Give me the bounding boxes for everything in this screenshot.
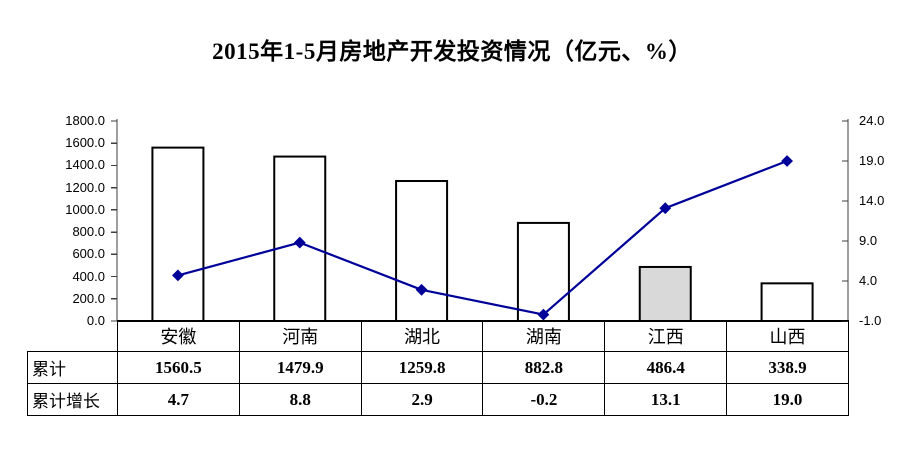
category-label-3: 湖南: [482, 320, 606, 352]
value-cell-1-5: 19.0: [726, 383, 849, 416]
bar-2: [395, 180, 449, 322]
bar-4: [638, 265, 692, 323]
value-cell-0-1: 1479.9: [238, 351, 362, 384]
value-cell-0-2: 1259.8: [360, 351, 484, 384]
value-cell-0-0: 1560.5: [117, 351, 240, 384]
diamond-marker-0: [172, 269, 184, 282]
table-corner-cell: [27, 320, 118, 352]
diamond-marker-1: [293, 236, 306, 249]
row-header-1: 累计增长: [27, 383, 118, 416]
diamond-marker-2: [415, 283, 428, 296]
category-label-4: 江西: [604, 320, 728, 352]
growth-line: [176, 159, 789, 316]
bar-3: [516, 221, 570, 323]
diamond-marker-5: [781, 155, 793, 167]
category-label-2: 湖北: [360, 320, 484, 352]
category-label-5: 山西: [726, 320, 849, 352]
diamond-marker-3: [537, 308, 550, 321]
value-cell-1-3: -0.2: [482, 383, 606, 416]
value-cell-0-5: 338.9: [726, 351, 849, 384]
value-cell-1-1: 8.8: [238, 383, 362, 416]
bar-0: [151, 146, 205, 322]
value-cell-1-0: 4.7: [117, 383, 240, 416]
category-label-0: 安徽: [117, 320, 240, 352]
diamond-marker-4: [659, 202, 672, 215]
category-label-1: 河南: [238, 320, 362, 352]
chart-data-table: 安徽 河南 湖北 湖南 江西 山西累计 1560.5 1479.9 1259.8 882.8 486…: [27, 320, 849, 416]
value-cell-0-4: 486.4: [604, 351, 728, 384]
chart-title: 2015年1-5月房地产开发投资情况（亿元、%）: [212, 39, 692, 64]
value-cell-1-4: 13.1: [604, 383, 728, 416]
value-cell-0-3: 882.8: [482, 351, 606, 384]
row-header-0: 累计: [27, 351, 118, 384]
bar-5: [760, 282, 814, 323]
value-cell-1-2: 2.9: [360, 383, 484, 416]
